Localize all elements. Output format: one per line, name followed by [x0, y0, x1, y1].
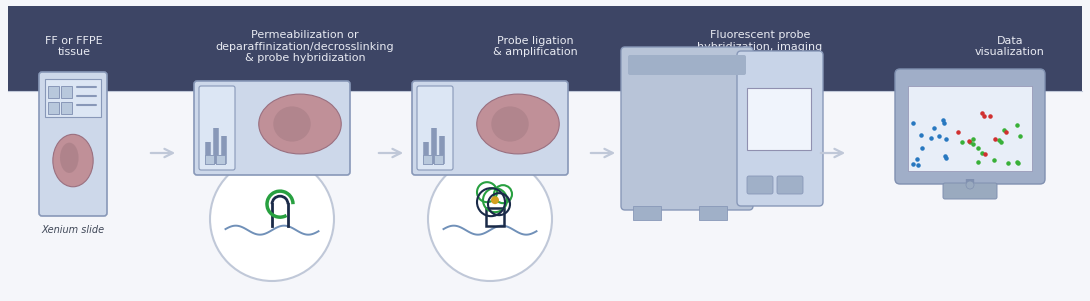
Point [981, 113, 998, 118]
Point [930, 134, 947, 139]
Polygon shape [432, 161, 548, 172]
Polygon shape [214, 161, 330, 172]
Bar [205, 155, 214, 164]
Text: Xenium slide: Xenium slide [41, 225, 105, 235]
Bar [747, 88, 811, 150]
FancyBboxPatch shape [412, 81, 568, 175]
Point [986, 136, 1004, 141]
Point [909, 163, 926, 167]
Point [937, 155, 955, 160]
Point [925, 126, 943, 130]
FancyBboxPatch shape [199, 86, 235, 170]
Point [936, 154, 954, 159]
Point [922, 136, 940, 141]
Bar [48, 102, 59, 114]
FancyBboxPatch shape [39, 72, 107, 216]
Point [965, 142, 982, 147]
FancyBboxPatch shape [45, 79, 101, 117]
Point [973, 150, 991, 155]
Ellipse shape [274, 106, 311, 141]
Bar [61, 102, 72, 114]
FancyBboxPatch shape [417, 86, 453, 170]
FancyBboxPatch shape [737, 51, 823, 206]
Point [965, 137, 982, 142]
Bar [434, 155, 443, 164]
Point [1009, 161, 1027, 166]
Ellipse shape [52, 134, 93, 187]
Bar [205, 155, 214, 164]
Point [912, 132, 930, 137]
Bar [486, 208, 504, 226]
Bar [633, 206, 661, 220]
Ellipse shape [258, 94, 341, 154]
FancyBboxPatch shape [194, 81, 350, 175]
Circle shape [428, 157, 552, 281]
FancyBboxPatch shape [943, 183, 997, 199]
FancyBboxPatch shape [747, 176, 773, 194]
Point [977, 151, 994, 156]
FancyBboxPatch shape [8, 6, 1082, 91]
Bar [48, 86, 59, 98]
Point [961, 140, 979, 144]
Bar [216, 155, 225, 164]
Point [1010, 134, 1028, 139]
Point [913, 146, 931, 150]
Bar [61, 86, 72, 98]
Point [991, 137, 1008, 142]
Point [976, 114, 993, 119]
Point [997, 129, 1015, 134]
Circle shape [210, 157, 334, 281]
Ellipse shape [492, 106, 529, 141]
Point [904, 120, 921, 125]
Bar [699, 206, 727, 220]
FancyBboxPatch shape [621, 47, 753, 210]
Point [970, 146, 988, 151]
Text: Data
visualization: Data visualization [976, 36, 1045, 57]
Point [1008, 122, 1026, 127]
Circle shape [490, 196, 499, 204]
Text: Probe ligation
& amplification: Probe ligation & amplification [493, 36, 578, 57]
Circle shape [966, 181, 974, 189]
FancyBboxPatch shape [628, 55, 746, 75]
Bar [216, 155, 225, 164]
Point [985, 158, 1003, 163]
Point [973, 111, 991, 116]
Point [995, 128, 1013, 132]
Ellipse shape [476, 94, 559, 154]
Point [993, 139, 1010, 144]
Point [1000, 161, 1017, 166]
Bar [908, 86, 1032, 171]
Bar [423, 155, 432, 164]
Point [960, 138, 978, 143]
Text: Fluorescent probe
hybridization, imaging
& decoding: Fluorescent probe hybridization, imaging… [698, 30, 823, 63]
FancyBboxPatch shape [777, 176, 803, 194]
Text: FF or FFPE
tissue: FF or FFPE tissue [45, 36, 102, 57]
Bar [423, 155, 432, 164]
Point [908, 156, 925, 161]
Point [905, 161, 922, 166]
Text: Permeabilization or
deparaffinization/decrosslinking
& probe hybridization: Permeabilization or deparaffinization/de… [216, 30, 395, 63]
FancyBboxPatch shape [895, 69, 1045, 184]
Point [1008, 160, 1026, 165]
Point [934, 118, 952, 123]
Point [954, 140, 971, 144]
Bar [434, 155, 443, 164]
Point [935, 120, 953, 125]
Point [969, 160, 986, 164]
Ellipse shape [60, 143, 78, 173]
Point [937, 137, 955, 141]
Point [949, 129, 967, 134]
